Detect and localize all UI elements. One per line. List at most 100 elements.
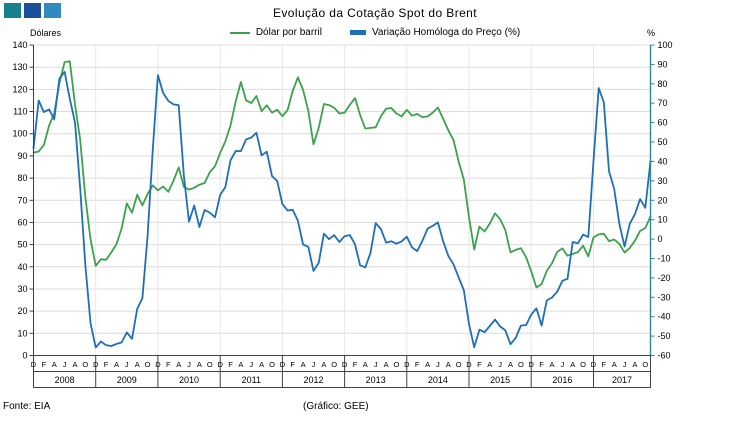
svg-text:F: F bbox=[415, 360, 420, 369]
svg-text:-40: -40 bbox=[658, 312, 671, 322]
right-axis-unit: % bbox=[647, 28, 656, 38]
svg-text:A: A bbox=[259, 360, 264, 369]
right-axis: -60 -50 -40 -30 -20 -10 0 10 20 30 40 50 60 70 80 90 100 bbox=[649, 40, 673, 361]
svg-text:J: J bbox=[498, 360, 502, 369]
svg-text:J: J bbox=[187, 360, 191, 369]
svg-text:J: J bbox=[623, 360, 627, 369]
svg-text:-30: -30 bbox=[658, 292, 671, 302]
svg-text:100: 100 bbox=[12, 129, 27, 139]
svg-text:D: D bbox=[342, 360, 348, 369]
svg-text:-20: -20 bbox=[658, 273, 671, 283]
svg-text:O: O bbox=[456, 360, 462, 369]
logo-square-1 bbox=[4, 3, 21, 18]
svg-text:O: O bbox=[82, 360, 88, 369]
svg-text:A: A bbox=[114, 360, 119, 369]
svg-text:F: F bbox=[228, 360, 233, 369]
svg-text:80: 80 bbox=[658, 79, 668, 89]
svg-text:2016: 2016 bbox=[552, 375, 572, 385]
svg-text:F: F bbox=[290, 360, 295, 369]
svg-text:100: 100 bbox=[658, 40, 673, 50]
svg-text:30: 30 bbox=[658, 176, 668, 186]
svg-text:O: O bbox=[269, 360, 275, 369]
svg-text:A: A bbox=[446, 360, 451, 369]
svg-text:J: J bbox=[125, 360, 129, 369]
logo-square-3 bbox=[44, 3, 61, 18]
svg-text:70: 70 bbox=[17, 195, 27, 205]
svg-text:D: D bbox=[93, 360, 99, 369]
svg-text:90: 90 bbox=[658, 59, 668, 69]
svg-text:A: A bbox=[135, 360, 140, 369]
svg-text:O: O bbox=[207, 360, 213, 369]
svg-text:O: O bbox=[145, 360, 151, 369]
legend-label-variation: Variação Homóloga do Preço (%) bbox=[371, 27, 521, 38]
legend-label-price: Dólar por barril bbox=[255, 27, 322, 38]
svg-text:0: 0 bbox=[658, 234, 663, 244]
svg-text:30: 30 bbox=[17, 284, 27, 294]
svg-text:70: 70 bbox=[658, 98, 668, 108]
legend-swatch-2 bbox=[349, 30, 366, 35]
svg-text:A: A bbox=[632, 360, 637, 369]
legend-item-variation: Variação Homóloga do Preço (%) bbox=[349, 27, 521, 38]
svg-text:D: D bbox=[31, 360, 37, 369]
svg-text:2017: 2017 bbox=[612, 375, 632, 385]
svg-text:50: 50 bbox=[17, 240, 27, 250]
svg-text:A: A bbox=[425, 360, 430, 369]
svg-text:A: A bbox=[549, 360, 554, 369]
svg-text:-10: -10 bbox=[658, 254, 671, 264]
svg-text:A: A bbox=[176, 360, 181, 369]
svg-text:50: 50 bbox=[658, 137, 668, 147]
credit-note: (Gráfico: GEE) bbox=[303, 401, 369, 412]
svg-text:A: A bbox=[612, 360, 617, 369]
svg-text:10: 10 bbox=[658, 215, 668, 225]
svg-text:40: 40 bbox=[658, 156, 668, 166]
svg-text:F: F bbox=[353, 360, 358, 369]
svg-text:80: 80 bbox=[17, 173, 27, 183]
left-axis-unit: Dólares bbox=[30, 28, 62, 38]
svg-text:J: J bbox=[63, 360, 67, 369]
logo-square-2 bbox=[24, 3, 41, 18]
variation-series-line bbox=[32, 70, 652, 349]
svg-text:F: F bbox=[539, 360, 544, 369]
svg-text:O: O bbox=[331, 360, 337, 369]
svg-text:0: 0 bbox=[22, 351, 27, 361]
svg-text:140: 140 bbox=[12, 40, 27, 50]
svg-text:A: A bbox=[238, 360, 243, 369]
svg-text:J: J bbox=[312, 360, 316, 369]
svg-text:2011: 2011 bbox=[242, 375, 261, 385]
svg-text:2010: 2010 bbox=[179, 375, 199, 385]
svg-text:D: D bbox=[466, 360, 472, 369]
svg-text:O: O bbox=[580, 360, 586, 369]
svg-text:2012: 2012 bbox=[303, 375, 323, 385]
chart-title: Evolução da Cotação Spot do Brent bbox=[273, 6, 477, 20]
svg-text:A: A bbox=[72, 360, 77, 369]
svg-text:A: A bbox=[570, 360, 575, 369]
svg-text:O: O bbox=[642, 360, 648, 369]
svg-text:60: 60 bbox=[658, 118, 668, 128]
svg-text:-50: -50 bbox=[658, 331, 671, 341]
svg-text:A: A bbox=[363, 360, 368, 369]
source-note: Fonte: EIA bbox=[3, 401, 51, 412]
left-axis: 0 10 20 30 40 50 60 70 80 90 100 110 120 130 140 bbox=[12, 40, 34, 361]
svg-text:O: O bbox=[393, 360, 399, 369]
svg-text:F: F bbox=[477, 360, 482, 369]
svg-text:F: F bbox=[42, 360, 47, 369]
svg-text:10: 10 bbox=[17, 328, 27, 338]
svg-text:A: A bbox=[197, 360, 202, 369]
logo bbox=[4, 3, 61, 18]
svg-text:D: D bbox=[591, 360, 597, 369]
svg-text:A: A bbox=[321, 360, 326, 369]
svg-text:D: D bbox=[280, 360, 286, 369]
svg-text:-60: -60 bbox=[658, 351, 671, 361]
svg-text:A: A bbox=[52, 360, 57, 369]
svg-text:2013: 2013 bbox=[366, 375, 386, 385]
svg-text:A: A bbox=[487, 360, 492, 369]
svg-text:60: 60 bbox=[17, 217, 27, 227]
svg-text:D: D bbox=[155, 360, 161, 369]
svg-text:90: 90 bbox=[17, 151, 27, 161]
svg-text:J: J bbox=[249, 360, 253, 369]
svg-text:D: D bbox=[404, 360, 410, 369]
svg-text:A: A bbox=[508, 360, 513, 369]
